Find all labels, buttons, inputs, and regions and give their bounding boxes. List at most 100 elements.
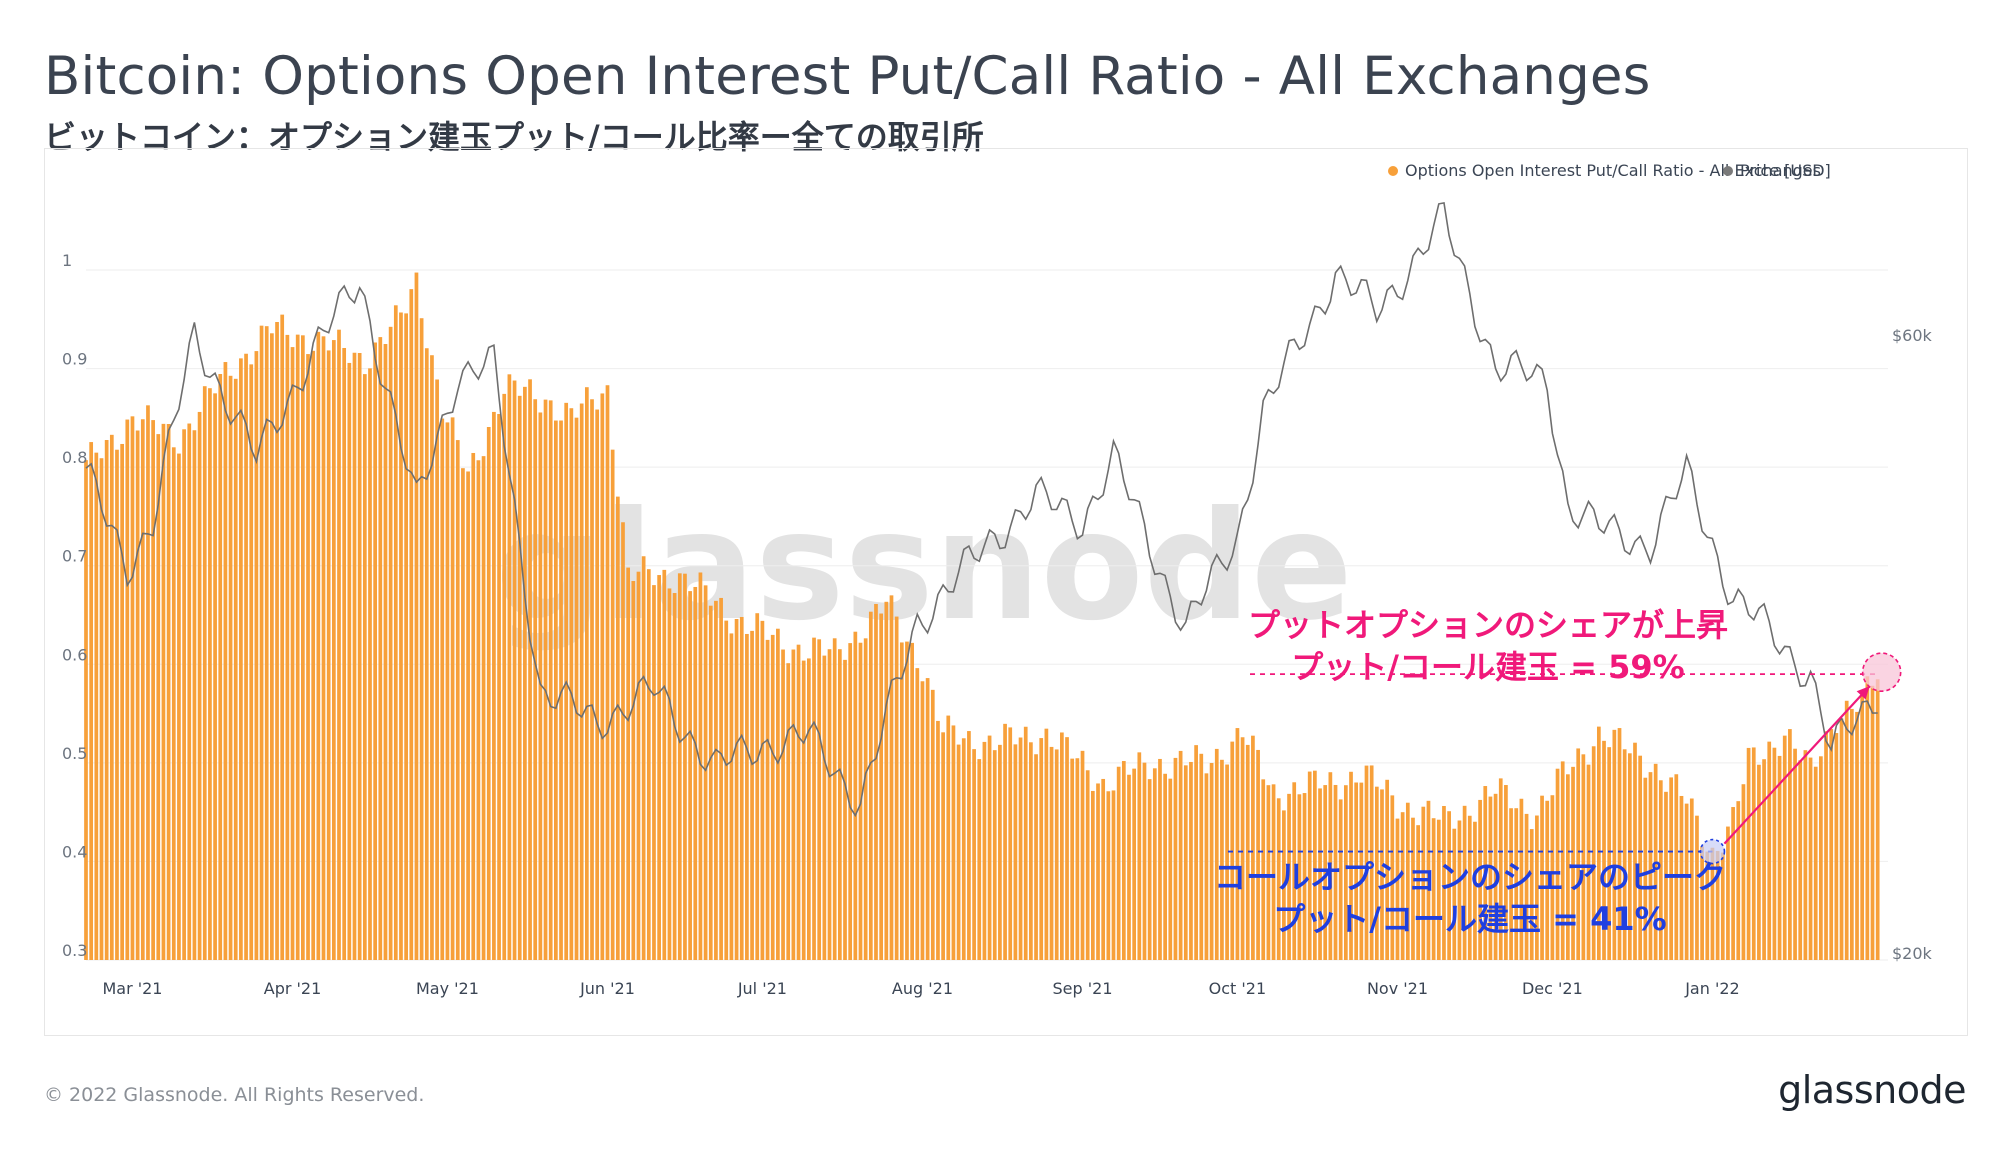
ratio-bar bbox=[915, 668, 920, 960]
ratio-bar bbox=[714, 600, 718, 960]
ratio-bar bbox=[755, 613, 760, 960]
ratio-bar bbox=[1354, 782, 1359, 960]
ratio-bar bbox=[213, 393, 217, 960]
x-tick-label: Jun '21 bbox=[579, 979, 635, 998]
ratio-bar bbox=[905, 641, 909, 960]
x-tick-label: May '21 bbox=[416, 979, 479, 998]
ratio-bar bbox=[218, 374, 223, 961]
ratio-bar bbox=[1431, 818, 1436, 960]
ratio-bar bbox=[1390, 795, 1395, 960]
ratio-bar bbox=[1535, 815, 1539, 960]
ratio-bar bbox=[435, 379, 439, 960]
ratio-bar bbox=[1684, 803, 1689, 960]
ratio-bar bbox=[177, 453, 181, 960]
ratio-bar bbox=[486, 427, 491, 960]
ratio-bar bbox=[910, 642, 914, 960]
ratio-bar bbox=[1540, 795, 1544, 960]
ratio-bar bbox=[249, 364, 254, 960]
ratio-bar bbox=[378, 337, 383, 960]
ratio-bar bbox=[925, 678, 930, 960]
ratio-bar bbox=[688, 591, 692, 960]
ratio-bar bbox=[84, 460, 88, 960]
page-subtitle: ビットコイン：オプション建玉プット/コール比率ー全ての取引所 bbox=[44, 118, 984, 156]
y-axis-left: 0.3 0.4 0.5 0.6 0.7 0.8 0.9 1 bbox=[62, 251, 87, 960]
ratio-bar bbox=[1865, 676, 1870, 960]
ratio-bar bbox=[1385, 779, 1390, 960]
ratio-bar bbox=[280, 314, 285, 960]
ratio-bar bbox=[796, 644, 801, 960]
ratio-bar bbox=[559, 420, 563, 961]
ratio-bar bbox=[1700, 846, 1704, 960]
ratio-bar bbox=[1214, 748, 1219, 960]
ratio-bar bbox=[1173, 757, 1178, 960]
ratio-bar bbox=[1467, 815, 1472, 960]
ratio-bar bbox=[853, 631, 858, 960]
y-left-tick-label: 0.9 bbox=[62, 350, 87, 369]
x-tick-label: Dec '21 bbox=[1522, 979, 1583, 998]
pink-annotation-line2: プット/コール建玉 = 59% bbox=[1291, 648, 1684, 686]
ratio-bar bbox=[1292, 782, 1297, 960]
ratio-bar bbox=[156, 434, 161, 960]
ratio-bar bbox=[1411, 817, 1415, 960]
ratio-bar bbox=[1576, 748, 1581, 960]
ratio-bar bbox=[812, 637, 816, 960]
x-tick-label: Sep '21 bbox=[1053, 979, 1113, 998]
ratio-bar bbox=[285, 334, 290, 960]
ratio-bar bbox=[884, 601, 889, 960]
ratio-bar bbox=[1844, 700, 1849, 960]
ratio-bar bbox=[1504, 785, 1508, 960]
ratio-bar bbox=[466, 471, 470, 960]
ratio-bar bbox=[1204, 773, 1209, 960]
ratio-bar bbox=[1240, 737, 1245, 960]
ratio-bar bbox=[734, 619, 739, 960]
ratio-bar bbox=[1132, 768, 1137, 960]
ratio-bar bbox=[657, 575, 661, 960]
ratio-bar bbox=[1023, 726, 1028, 960]
ratio-bar bbox=[1266, 785, 1271, 960]
ratio-bar bbox=[646, 569, 651, 960]
ratio-bar bbox=[1596, 726, 1601, 960]
ratio-bar bbox=[899, 642, 904, 960]
ratio-bar bbox=[946, 715, 951, 960]
ratio-bar bbox=[863, 638, 868, 960]
ratio-bar bbox=[770, 634, 775, 960]
ratio-bar bbox=[1225, 764, 1229, 960]
ratio-bar bbox=[584, 387, 589, 960]
ratio-bar bbox=[357, 353, 362, 960]
glassnode-logo: glassnode bbox=[1778, 1068, 1966, 1112]
ratio-bar bbox=[492, 411, 496, 960]
ratio-bar bbox=[1111, 790, 1116, 960]
ratio-bar bbox=[523, 386, 527, 960]
ratio-bar bbox=[1147, 779, 1152, 960]
ratio-bar bbox=[135, 430, 140, 961]
ratio-bar bbox=[140, 419, 145, 960]
x-tick-label: Jan '22 bbox=[1684, 979, 1740, 998]
ratio-bar bbox=[569, 408, 574, 960]
ratio-bar bbox=[1772, 747, 1777, 960]
y-left-tick-label: 0.5 bbox=[62, 744, 87, 763]
ratio-bar bbox=[1080, 750, 1085, 960]
ratio-bar bbox=[554, 420, 558, 961]
ratio-bar bbox=[574, 417, 579, 960]
ratio-bar bbox=[832, 638, 837, 960]
ratio-bar bbox=[1808, 757, 1813, 960]
ratio-bar bbox=[1633, 742, 1637, 960]
ratio-bar bbox=[1705, 851, 1710, 960]
ratio-bar bbox=[120, 443, 125, 961]
ratio-bar bbox=[99, 458, 104, 960]
ratio-bar bbox=[1276, 798, 1281, 960]
ratio-bar bbox=[1323, 785, 1328, 960]
ratio-bar bbox=[104, 440, 109, 960]
ratio-bar bbox=[1395, 818, 1400, 960]
y-right-tick-label: $20k bbox=[1892, 944, 1933, 963]
ratio-bar bbox=[115, 449, 119, 960]
ratio-bar bbox=[1550, 795, 1555, 960]
ratio-bar bbox=[1065, 737, 1069, 960]
ratio-bar bbox=[1416, 825, 1420, 960]
ratio-bar bbox=[626, 567, 631, 960]
x-tick-label: Oct '21 bbox=[1209, 979, 1267, 998]
ratio-bar bbox=[667, 588, 672, 960]
ratio-bar bbox=[1514, 808, 1519, 960]
